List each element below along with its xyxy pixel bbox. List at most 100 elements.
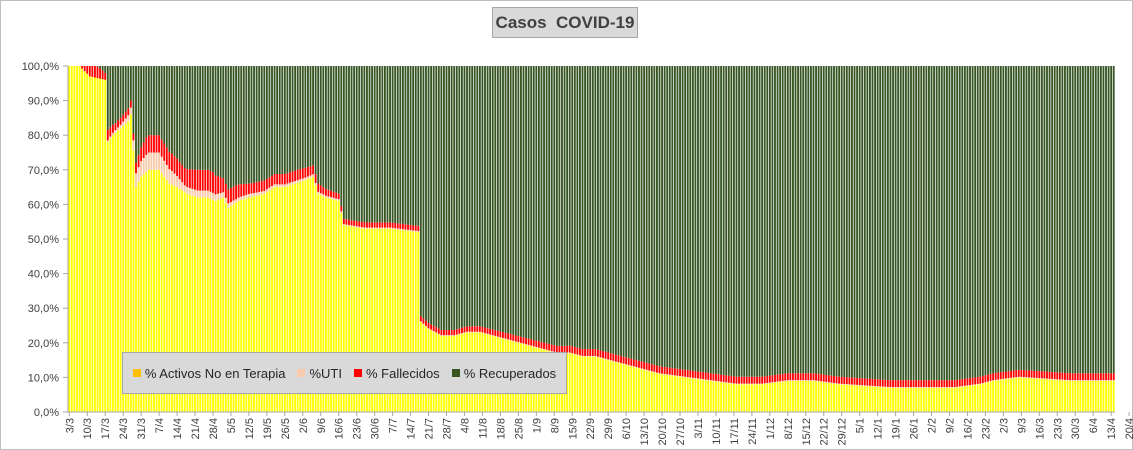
bar-recuperados (586, 66, 589, 350)
bar-uti (1030, 377, 1033, 379)
bar-recuperados (1061, 66, 1064, 373)
bar-recuperados (686, 66, 689, 371)
bar-uti (286, 183, 289, 187)
bar-activos (291, 184, 294, 412)
bar-recuperados (833, 66, 835, 377)
bar-fallecidos (635, 360, 638, 368)
bar-recuperados (666, 66, 669, 368)
bar-activos (337, 200, 340, 412)
bar-recuperados (111, 66, 114, 125)
bar-recuperados (1094, 66, 1097, 374)
bar-activos (191, 195, 194, 412)
bar-fallecidos (981, 376, 984, 383)
x-tick-label: 1/12 (765, 418, 777, 439)
bar-fallecidos (176, 158, 178, 177)
bar-activos (676, 376, 679, 412)
bar-uti (1038, 378, 1041, 379)
bar-recuperados (486, 66, 489, 329)
legend-label-recuperados: % Recuperados (463, 365, 557, 381)
bar-uti (566, 352, 569, 354)
bar-uti (106, 140, 109, 143)
bar-fallecidos (648, 363, 651, 371)
bar-uti (584, 355, 587, 357)
bar-fallecidos (99, 68, 102, 79)
bar-recuperados (738, 66, 740, 377)
bar-uti (771, 382, 774, 383)
bar-fallecidos (178, 161, 181, 180)
bar-uti (1020, 376, 1023, 378)
bar-activos (627, 365, 630, 412)
bar-recuperados (812, 66, 815, 374)
bar-fallecidos (117, 120, 119, 128)
bar-recuperados (206, 66, 209, 170)
x-tick-label: 14/4 (172, 418, 184, 439)
bar-recuperados (324, 66, 327, 189)
bar-recuperados (702, 66, 705, 373)
bar-uti (894, 387, 897, 388)
bar-fallecidos (186, 169, 189, 188)
bar-fallecidos (671, 368, 674, 375)
bar-recuperados (779, 66, 782, 375)
bar-recuperados (335, 66, 338, 193)
bar-uti (966, 385, 969, 387)
bar-fallecidos (697, 371, 699, 379)
bar-fallecidos (455, 329, 458, 335)
bar-activos (863, 386, 866, 412)
bar-fallecidos (1012, 370, 1015, 378)
bar-recuperados (317, 66, 320, 184)
bar-uti (815, 380, 817, 382)
bar-activos (609, 360, 612, 412)
bar-recuperados (273, 66, 276, 174)
bar-recuperados (258, 66, 261, 182)
bar-fallecidos (632, 359, 635, 367)
bar-recuperados (250, 66, 253, 184)
bar-activos (412, 231, 415, 412)
bar-uti (627, 364, 630, 366)
bar-recuperados (591, 66, 594, 350)
bar-recuperados (163, 66, 166, 144)
bar-recuperados (881, 66, 884, 380)
bar-uti (758, 383, 761, 385)
bar-uti (879, 386, 882, 388)
bar-recuperados (704, 66, 707, 373)
bar-recuperados (181, 66, 184, 165)
bar-recuperados (337, 66, 340, 194)
bar-recuperados (889, 66, 892, 381)
bar-fallecidos (894, 380, 897, 388)
bar-activos (230, 206, 232, 412)
bar-recuperados (1030, 66, 1033, 371)
bar-activos (332, 199, 335, 412)
bar-fallecidos (512, 334, 515, 341)
bar-activos (699, 379, 702, 412)
bar-recuperados (607, 66, 610, 353)
bar-activos (165, 180, 168, 412)
bar-activos (399, 229, 402, 412)
bar-activos (722, 382, 725, 412)
bar-uti (994, 379, 997, 381)
bar-activos (260, 194, 263, 412)
bar-uti (358, 226, 361, 228)
bar-activos (935, 387, 938, 412)
bar-uti (938, 387, 941, 388)
bar-uti (614, 361, 617, 363)
x-tick-label: 16/3 (1034, 418, 1046, 439)
bar-activos (1015, 377, 1018, 412)
bar-uti (691, 377, 694, 379)
bar-fallecidos (409, 224, 412, 231)
bar-activos (997, 380, 1000, 412)
bar-uti (389, 227, 391, 229)
bar-fallecidos (543, 342, 545, 350)
bar-fallecidos (686, 370, 689, 378)
bar-activos (1012, 378, 1015, 412)
bar-activos (201, 197, 204, 412)
bar-fallecidos (106, 130, 109, 141)
bar-uti (484, 333, 486, 334)
bar-uti (219, 193, 222, 199)
bar-recuperados (314, 66, 317, 175)
bar-activos (992, 380, 995, 412)
x-tick-label: 2/2 (927, 418, 939, 433)
bar-fallecidos (96, 66, 99, 79)
bar-recuperados (920, 66, 923, 381)
bar-fallecidos (194, 169, 196, 190)
bar-activos (86, 73, 89, 412)
